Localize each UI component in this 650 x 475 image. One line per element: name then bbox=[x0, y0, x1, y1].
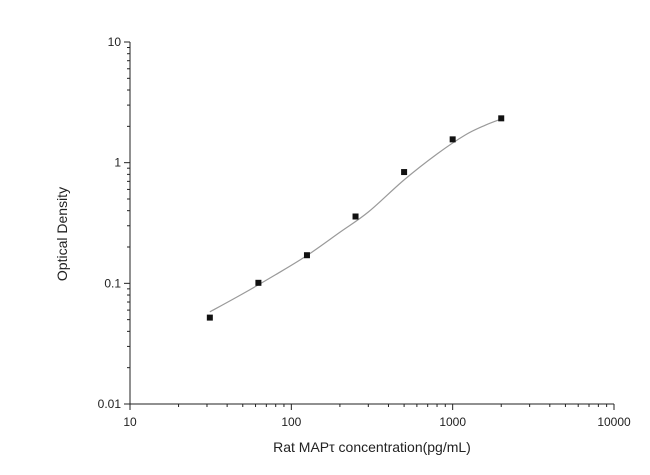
plot-frame bbox=[129, 42, 614, 405]
data-points bbox=[206, 115, 505, 321]
x-tick-label: 100 bbox=[281, 415, 301, 429]
data-point bbox=[255, 279, 262, 286]
fit-curve-line bbox=[209, 118, 502, 313]
x-tick-label: 1000 bbox=[439, 415, 466, 429]
data-point bbox=[206, 314, 213, 321]
data-point bbox=[303, 252, 310, 259]
x-tick-label: 10000 bbox=[597, 415, 631, 429]
x-axis-ticks: 10 100 1000 10000 bbox=[123, 404, 631, 429]
fit-curve-layer bbox=[209, 118, 502, 313]
y-axis-ticks: 0.01 0.1 1 10 bbox=[98, 35, 130, 411]
data-point bbox=[498, 115, 505, 122]
y-tick-label: 1 bbox=[114, 156, 121, 170]
y-tick-label: 10 bbox=[108, 35, 122, 49]
y-axis-title: Optical Density bbox=[54, 187, 70, 281]
x-tick-label: 10 bbox=[123, 415, 137, 429]
y-tick-label: 0.01 bbox=[98, 397, 122, 411]
y-tick-label: 0.1 bbox=[104, 276, 121, 290]
x-axis-title: Rat MAPτ concentration(pg/mL) bbox=[273, 439, 471, 455]
data-point bbox=[352, 213, 359, 220]
data-point bbox=[401, 169, 408, 176]
data-point bbox=[449, 136, 456, 143]
